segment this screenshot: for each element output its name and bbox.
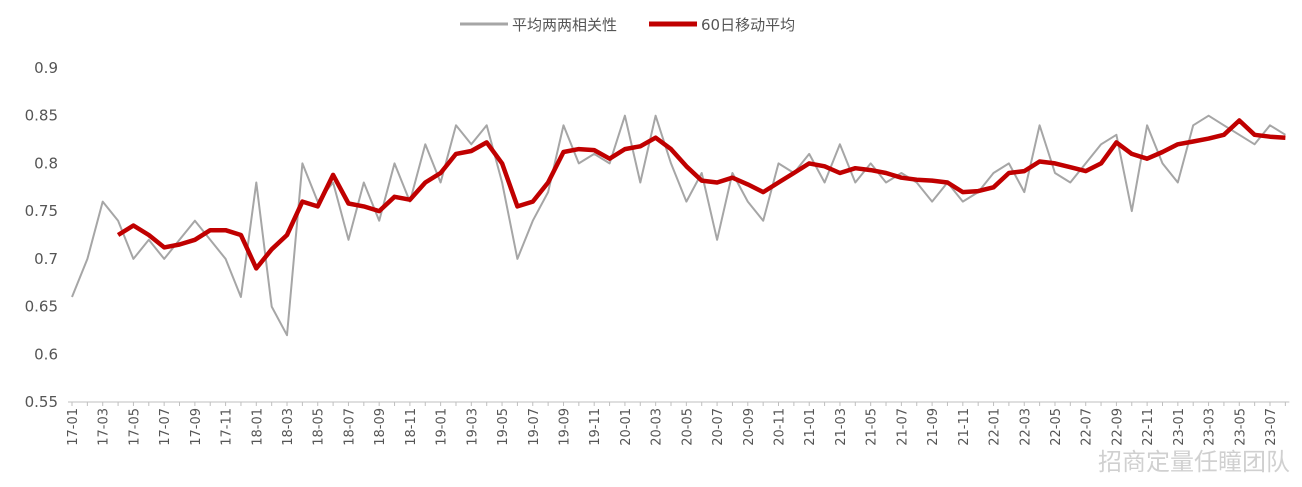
y-tick-label: 0.55 <box>25 393 58 411</box>
x-tick-label: 23-05 <box>1233 408 1248 446</box>
x-tick-label: 21-05 <box>865 408 880 446</box>
series-line <box>71 114 1286 337</box>
legend-label: 60日移动平均 <box>701 16 795 34</box>
x-tick-label: 17-03 <box>97 408 112 446</box>
x-tick-label: 21-09 <box>926 408 941 446</box>
x-tick-label: 20-05 <box>680 408 695 446</box>
x-tick-label: 21-01 <box>803 408 818 446</box>
y-tick-label: 0.85 <box>25 107 58 125</box>
x-tick-label: 17-07 <box>158 408 173 446</box>
series-line <box>116 118 1286 271</box>
x-tick-label: 21-03 <box>834 408 849 446</box>
x-tick-label: 20-01 <box>619 408 634 446</box>
x-tick-label: 20-11 <box>773 408 788 446</box>
y-tick-label: 0.6 <box>34 345 58 363</box>
x-tick-label: 18-11 <box>404 408 419 446</box>
x-tick-label: 17-11 <box>220 408 235 446</box>
x-tick-label: 23-03 <box>1203 408 1218 446</box>
x-tick-label: 19-11 <box>588 408 603 446</box>
x-tick-label: 20-09 <box>742 408 757 446</box>
x-tick-label: 22-07 <box>1080 408 1095 446</box>
x-tick-label: 22-11 <box>1141 408 1156 446</box>
x-tick-label: 18-05 <box>312 408 327 446</box>
x-tick-label: 17-01 <box>66 408 81 446</box>
y-tick-label: 0.75 <box>25 202 58 220</box>
y-tick-label: 0.65 <box>25 298 58 316</box>
y-tick-label: 0.8 <box>34 154 58 172</box>
x-tick-label: 22-03 <box>1018 408 1033 446</box>
x-tick-label: 18-07 <box>342 408 357 446</box>
x-tick-label: 18-01 <box>250 408 265 446</box>
x-tick-label: 20-07 <box>711 408 726 446</box>
x-tick-label: 21-11 <box>957 408 972 446</box>
x-tick-label: 23-01 <box>1172 408 1187 446</box>
x-tick-label: 19-09 <box>557 408 572 446</box>
legend-label: 平均两两相关性 <box>512 16 617 34</box>
x-tick-label: 22-01 <box>988 408 1003 446</box>
x-tick-label: 19-01 <box>435 408 450 446</box>
x-tick-label: 18-09 <box>373 408 388 446</box>
y-tick-label: 0.7 <box>34 250 58 268</box>
x-tick-label: 17-05 <box>127 408 142 446</box>
x-tick-label: 20-03 <box>650 408 665 446</box>
x-tick-label: 18-03 <box>281 408 296 446</box>
x-tick-label: 21-07 <box>895 408 910 446</box>
x-tick-label: 19-03 <box>465 408 480 446</box>
watermark: 招商定量任瞳团队 <box>1098 448 1290 476</box>
x-tick-label: 19-07 <box>527 408 542 446</box>
x-tick-label: 19-05 <box>496 408 511 446</box>
x-tick-label: 22-05 <box>1049 408 1064 446</box>
y-tick-label: 0.9 <box>34 59 58 77</box>
x-tick-label: 17-09 <box>189 408 204 446</box>
x-tick-label: 22-09 <box>1110 408 1125 446</box>
x-tick-label: 23-07 <box>1264 408 1279 446</box>
